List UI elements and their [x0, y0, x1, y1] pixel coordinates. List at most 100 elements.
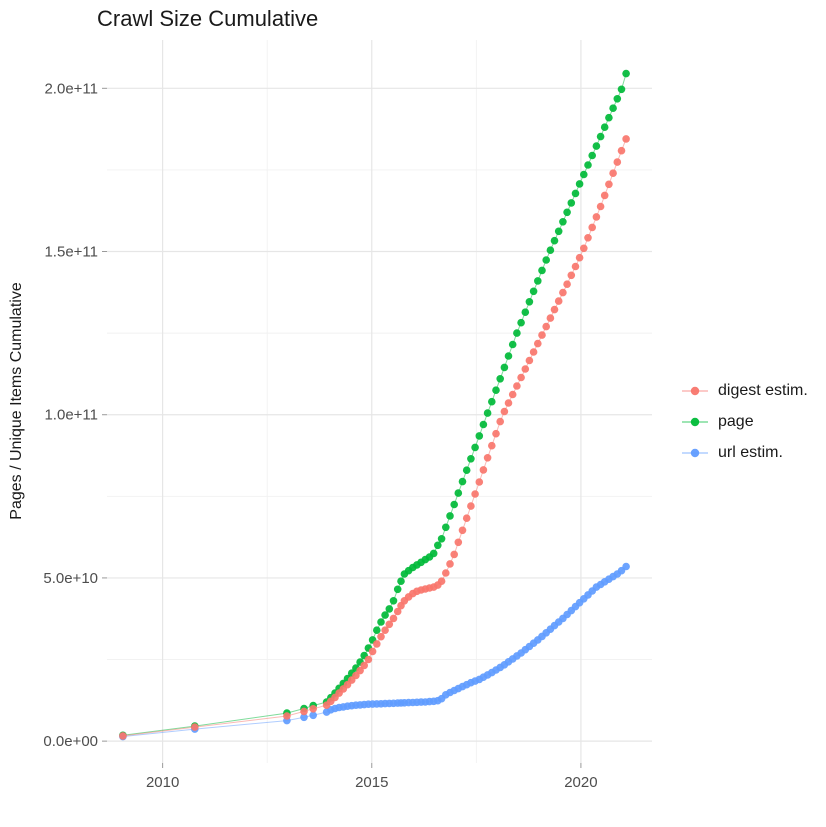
data-point	[592, 142, 601, 150]
data-point	[450, 550, 459, 559]
data-point	[393, 585, 402, 594]
data-point	[513, 329, 521, 337]
data-point	[584, 234, 592, 242]
data-point	[429, 549, 438, 558]
legend-item-url: url estim.	[681, 442, 808, 464]
data-point	[600, 191, 609, 200]
data-point	[442, 569, 450, 577]
data-point	[479, 420, 488, 429]
data-point	[471, 443, 479, 452]
data-point	[446, 560, 454, 568]
legend-label-digest: digest estim.	[718, 382, 808, 399]
data-point	[525, 298, 534, 306]
data-point	[373, 640, 381, 648]
data-point	[467, 502, 475, 510]
data-point	[546, 314, 555, 322]
legend-item-page: page	[681, 411, 808, 433]
data-point	[458, 477, 467, 486]
legend: digest estim. page url estim.	[681, 380, 808, 464]
data-point	[534, 277, 542, 285]
data-point	[381, 611, 389, 619]
data-point	[360, 661, 369, 670]
data-point	[309, 705, 318, 713]
data-point	[385, 605, 394, 613]
data-point	[517, 318, 525, 327]
data-point	[559, 218, 567, 226]
legend-label-url: url estim.	[718, 444, 783, 461]
data-point	[475, 478, 484, 486]
data-point	[442, 523, 450, 532]
data-point	[563, 280, 571, 289]
data-point	[580, 244, 588, 253]
data-point	[513, 382, 521, 390]
data-point	[567, 271, 576, 280]
data-point	[521, 365, 530, 373]
data-point	[550, 236, 559, 245]
data-point	[622, 135, 630, 143]
legend-label-page: page	[718, 413, 754, 430]
data-point	[521, 308, 530, 317]
data-point	[592, 213, 601, 221]
data-point	[450, 500, 459, 509]
data-point	[462, 514, 471, 522]
data-point	[605, 113, 613, 122]
data-point	[554, 227, 563, 236]
data-point	[500, 407, 509, 416]
data-point	[458, 526, 467, 535]
data-point	[300, 707, 308, 716]
data-point	[496, 417, 505, 426]
data-point	[483, 454, 492, 462]
data-point	[600, 123, 609, 131]
data-point	[462, 466, 471, 475]
data-point	[605, 180, 613, 189]
data-point	[504, 399, 513, 407]
data-point	[596, 202, 605, 211]
data-point	[588, 223, 596, 232]
data-point	[492, 386, 500, 395]
data-point	[622, 562, 630, 571]
y-tick-label: 2.0e+11	[44, 80, 98, 97]
data-point	[529, 348, 538, 356]
data-point	[393, 607, 402, 616]
data-point	[191, 723, 199, 731]
data-point	[546, 246, 555, 254]
data-point	[508, 390, 517, 399]
data-point	[488, 397, 496, 406]
data-point	[467, 455, 475, 463]
x-tick-label: 2010	[146, 774, 179, 791]
data-point	[609, 104, 617, 112]
data-point	[492, 429, 500, 438]
data-point	[454, 489, 463, 497]
data-point	[373, 626, 381, 634]
data-point	[389, 597, 398, 605]
data-point	[613, 158, 622, 166]
data-point	[364, 655, 373, 664]
data-point	[377, 632, 385, 641]
y-tick-label: 1.5e+11	[44, 244, 98, 261]
data-point	[437, 577, 446, 585]
data-point	[517, 373, 525, 382]
data-point	[434, 541, 442, 550]
legend-item-digest: digest estim.	[681, 380, 808, 402]
data-point	[596, 132, 605, 141]
data-point	[479, 466, 488, 474]
data-point	[575, 253, 584, 262]
data-point	[588, 151, 596, 160]
data-point	[559, 288, 567, 297]
data-point	[584, 161, 592, 169]
data-point	[542, 256, 550, 264]
data-point	[446, 512, 454, 520]
data-point	[571, 189, 580, 198]
data-point	[563, 208, 571, 217]
data-point	[475, 432, 484, 440]
data-point	[300, 713, 308, 722]
legend-key-url-icon	[682, 448, 708, 458]
data-point	[309, 711, 318, 720]
data-point	[609, 169, 617, 177]
data-point	[534, 339, 542, 348]
x-tick-label: 2020	[564, 774, 597, 791]
data-point	[471, 490, 479, 498]
data-point	[529, 287, 538, 296]
data-point	[377, 618, 385, 626]
